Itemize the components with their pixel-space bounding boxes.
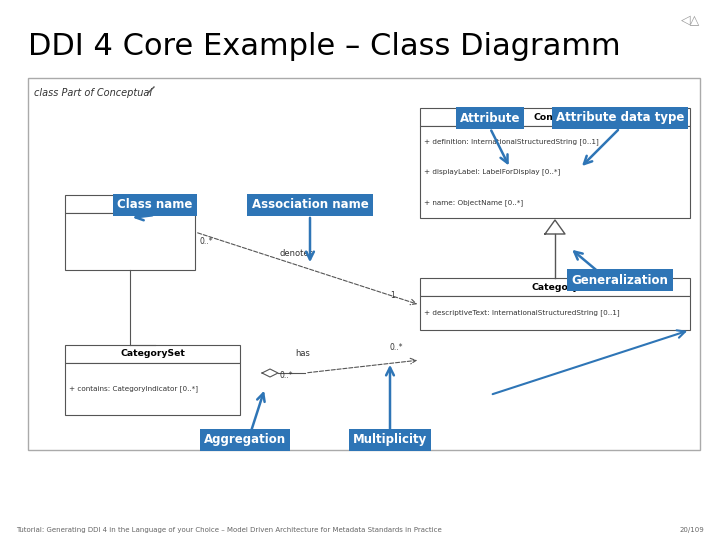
Text: Attribute: Attribute	[460, 111, 521, 125]
Text: 0..*: 0..*	[280, 370, 294, 380]
Text: Generalization: Generalization	[572, 273, 668, 287]
Text: + name: ObjectName [0..*]: + name: ObjectName [0..*]	[424, 199, 523, 206]
Text: class Part of Conceptual: class Part of Conceptual	[34, 88, 152, 98]
Text: Multiplicity: Multiplicity	[353, 434, 427, 447]
Bar	[28, 78, 700, 450]
Text: Association name: Association name	[251, 199, 369, 212]
Text: Tutorial: Generating DDI 4 in the Language of your Choice – Model Driven Archite: Tutorial: Generating DDI 4 in the Langua…	[16, 527, 442, 533]
Text: Concept: Concept	[534, 112, 577, 122]
Bar	[420, 126, 690, 218]
Text: + contains: CategoryIndicator [0..*]: + contains: CategoryIndicator [0..*]	[69, 386, 198, 393]
Text: DDI 4 Core Example – Class Diagramm: DDI 4 Core Example – Class Diagramm	[28, 32, 621, 61]
Bar	[420, 108, 690, 126]
Text: 20/109: 20/109	[679, 527, 704, 533]
Text: Code: Code	[116, 199, 144, 209]
Bar	[420, 278, 690, 296]
Text: has: has	[295, 349, 310, 358]
Text: ◁△: ◁△	[680, 14, 700, 27]
Text: denotes: denotes	[280, 249, 314, 258]
Text: 0..*: 0..*	[200, 238, 214, 246]
Bar	[65, 195, 195, 213]
Text: 0..*: 0..*	[390, 343, 403, 353]
Bar	[65, 213, 195, 270]
Text: + displayLabel: LabelForDisplay [0..*]: + displayLabel: LabelForDisplay [0..*]	[424, 168, 560, 176]
Text: Aggregation: Aggregation	[204, 434, 286, 447]
Text: 1: 1	[390, 291, 395, 300]
Text: Category: Category	[531, 282, 579, 292]
Text: Attribute data type: Attribute data type	[556, 111, 684, 125]
Text: Class name: Class name	[117, 199, 193, 212]
Text: CategorySet: CategorySet	[120, 349, 185, 359]
Text: + descriptiveText: InternationalStructuredString [0..1]: + descriptiveText: InternationalStructur…	[424, 309, 620, 316]
Text: + definition: InternationalStructuredString [0..1]: + definition: InternationalStructuredStr…	[424, 138, 599, 145]
Bar	[420, 296, 690, 330]
Bar	[65, 363, 240, 415]
Bar	[65, 345, 240, 363]
